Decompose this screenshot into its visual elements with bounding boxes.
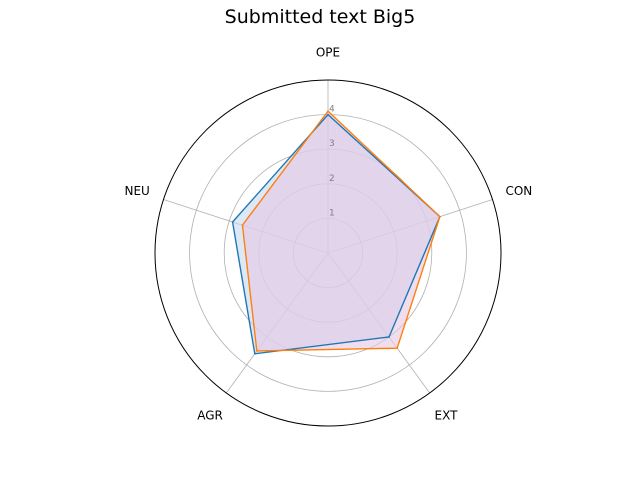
- rtick-label-2: 2: [329, 174, 335, 184]
- series-2-point-ope: [327, 110, 329, 112]
- rtick-label-3: 3: [329, 139, 335, 149]
- axis-label-neu: NEU: [124, 184, 149, 198]
- rtick-label-1: 1: [329, 208, 335, 218]
- series-1-point-ope: [327, 113, 329, 116]
- outer-frame: [154, 79, 502, 427]
- axis-label-agr: AGR: [197, 408, 223, 422]
- series-1-point-agr: [253, 352, 256, 355]
- series-2-point-con: [439, 215, 441, 218]
- axis-label-con: CON: [505, 184, 532, 198]
- series-1-point-neu: [231, 221, 234, 223]
- series-1-point-ext: [388, 336, 390, 338]
- axis-label-ope: OPE: [316, 45, 340, 59]
- series-2-point-neu: [241, 224, 244, 227]
- axis-label-ext: EXT: [434, 408, 458, 422]
- rtick-label-4: 4: [329, 105, 335, 115]
- series-2-point-agr: [256, 350, 258, 352]
- series-2-point-ext: [396, 347, 398, 349]
- series-2-line: [241, 110, 441, 352]
- series-2-area: [242, 111, 440, 351]
- chart-title: Submitted text Big5: [224, 6, 416, 28]
